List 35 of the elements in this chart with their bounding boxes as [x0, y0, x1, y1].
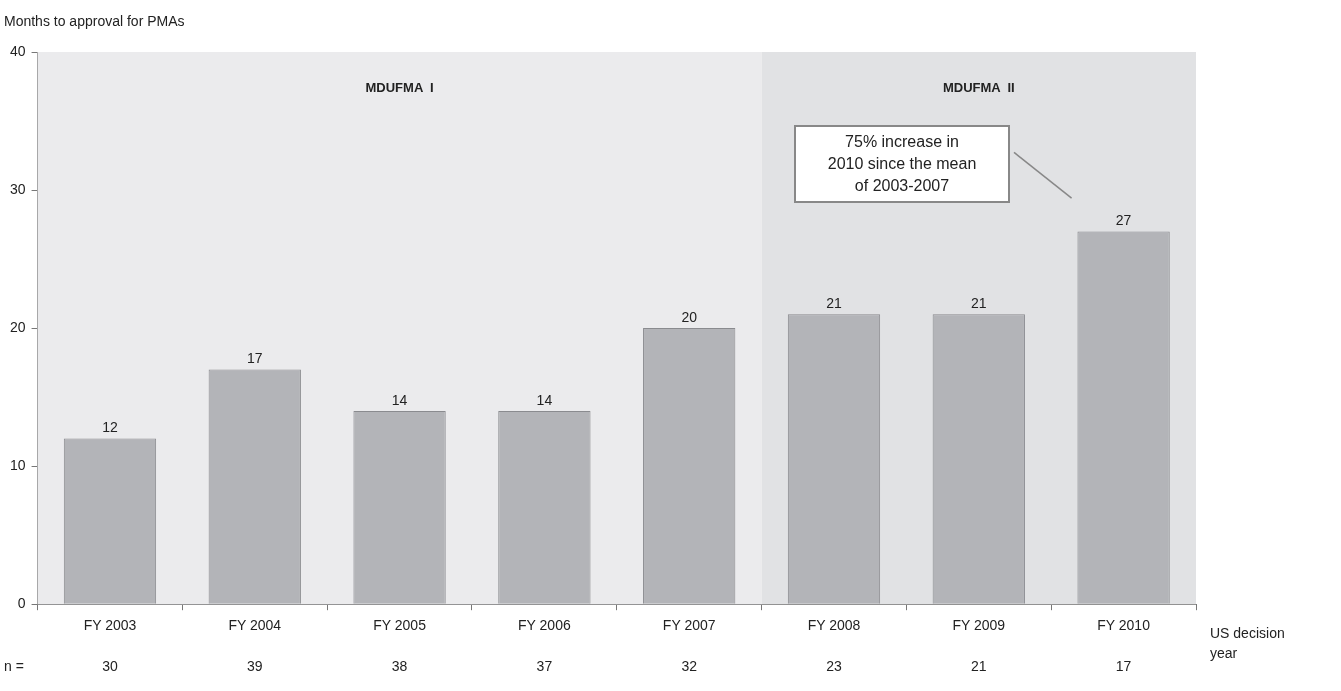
x-tick-label: FY 2010 [1097, 617, 1151, 634]
y-tick-label: 20 [9, 318, 26, 335]
x-tick-label: FY 2009 [952, 617, 1006, 634]
data-label: 14 [536, 391, 553, 408]
x-tick-label: FY 2007 [662, 617, 716, 634]
text: 21 [971, 658, 987, 675]
annotation: 75% increase in 2010 since the mean of 2003-2007 [794, 125, 1011, 204]
data-label: 27 [1115, 212, 1132, 229]
data-label: 21 [826, 295, 842, 312]
y-axis-title: Months to approval for PMAs [4, 12, 185, 29]
text: 32 [681, 658, 698, 675]
y-tick-label: 0 [17, 595, 26, 612]
band-label: MDUFMA II [942, 79, 1015, 95]
x-tick-label: FY 2004 [228, 617, 282, 634]
y-tick-label: 30 [9, 180, 26, 197]
x-tick-label: FY 2003 [83, 617, 137, 634]
x-tick-label: FY 2008 [807, 617, 861, 634]
text: 17 [1115, 658, 1132, 675]
text: 30 [102, 658, 118, 675]
text: n = [4, 658, 24, 675]
text: 37 [536, 658, 553, 675]
data-label: 20 [681, 308, 698, 325]
y-tick-label: 40 [9, 42, 26, 59]
data-label: 14 [391, 391, 408, 408]
data-label: 12 [102, 419, 118, 436]
text: 23 [826, 658, 842, 675]
text: 39 [246, 658, 263, 675]
x-axis-title: US decision year [1210, 625, 1285, 662]
x-tick-label: FY 2006 [518, 617, 571, 634]
text: 38 [391, 658, 408, 675]
data-label: 17 [246, 350, 263, 367]
x-tick-label: FY 2005 [373, 617, 427, 634]
band-label: MDUFMA I [365, 79, 434, 95]
y-tick-label: 10 [9, 457, 26, 474]
data-label: 21 [971, 295, 987, 312]
